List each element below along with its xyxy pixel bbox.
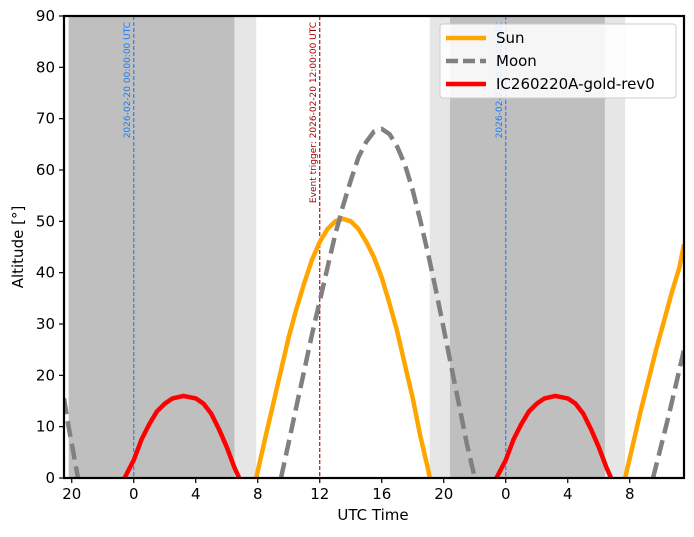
y-axis-ticks: 0 10 20 30 40 50 60 70 80 90	[36, 7, 64, 487]
plot-frame	[62, 14, 686, 480]
x-tick-label-5: 16	[372, 485, 391, 503]
twilight-band-1	[234, 16, 257, 478]
y-tick-label-70: 70	[36, 110, 55, 128]
date-marker-label-1: Event trigger: 2026-02-20 12:00:00 UTC	[309, 22, 319, 203]
x-tick-label-0: 20	[62, 485, 81, 503]
y-tick-label-80: 80	[36, 58, 55, 76]
x-tick-label-3: 8	[253, 485, 263, 503]
legend-label-1: Moon	[496, 52, 537, 70]
night-band-0	[68, 16, 235, 478]
x-tick-label-1: 0	[129, 485, 139, 503]
ic260220a-gold-rev0-curve-6	[494, 393, 614, 478]
sun-curve-1	[622, 243, 684, 478]
legend-label-2: IC260220A-gold-rev0	[496, 75, 655, 93]
y-tick-label-90: 90	[36, 7, 55, 25]
x-tick-label-4: 12	[310, 485, 329, 503]
y-axis-label: Altitude [°]	[9, 206, 27, 289]
x-axis-ticks: 20 0 4 8 12 16 20 0 4 8	[62, 478, 635, 503]
twilight-band-4	[604, 16, 626, 478]
y-tick-label-10: 10	[36, 418, 55, 436]
y-tick-label-20: 20	[36, 366, 55, 384]
moon-curve-2	[64, 398, 81, 478]
sun-curve-0	[254, 216, 433, 478]
y-tick-label-30: 30	[36, 315, 55, 333]
x-tick-label-8: 4	[563, 485, 573, 503]
y-tick-label-60: 60	[36, 161, 55, 179]
y-tick-label-40: 40	[36, 264, 55, 282]
series-layer	[64, 126, 684, 478]
x-tick-label-9: 8	[625, 485, 635, 503]
twilight-band-2	[429, 16, 450, 478]
y-tick-label-50: 50	[36, 212, 55, 230]
x-tick-label-2: 4	[191, 485, 201, 503]
legend-box	[439, 23, 677, 99]
x-tick-label-6: 20	[434, 485, 453, 503]
x-tick-label-7: 0	[501, 485, 511, 503]
legend-label-0: Sun	[496, 29, 525, 47]
x-axis-label: UTC Time	[337, 506, 408, 524]
ic260220a-gold-rev0-curve-5	[122, 393, 242, 478]
date-marker-label-0: 2026-02-20 00:00:00 UTC	[123, 22, 133, 138]
moon-curve-4	[650, 349, 684, 478]
moon-curve-3	[278, 126, 477, 478]
legend: Sun Moon IC260220A-gold-rev0	[439, 23, 677, 99]
y-tick-label-0: 0	[45, 469, 55, 487]
